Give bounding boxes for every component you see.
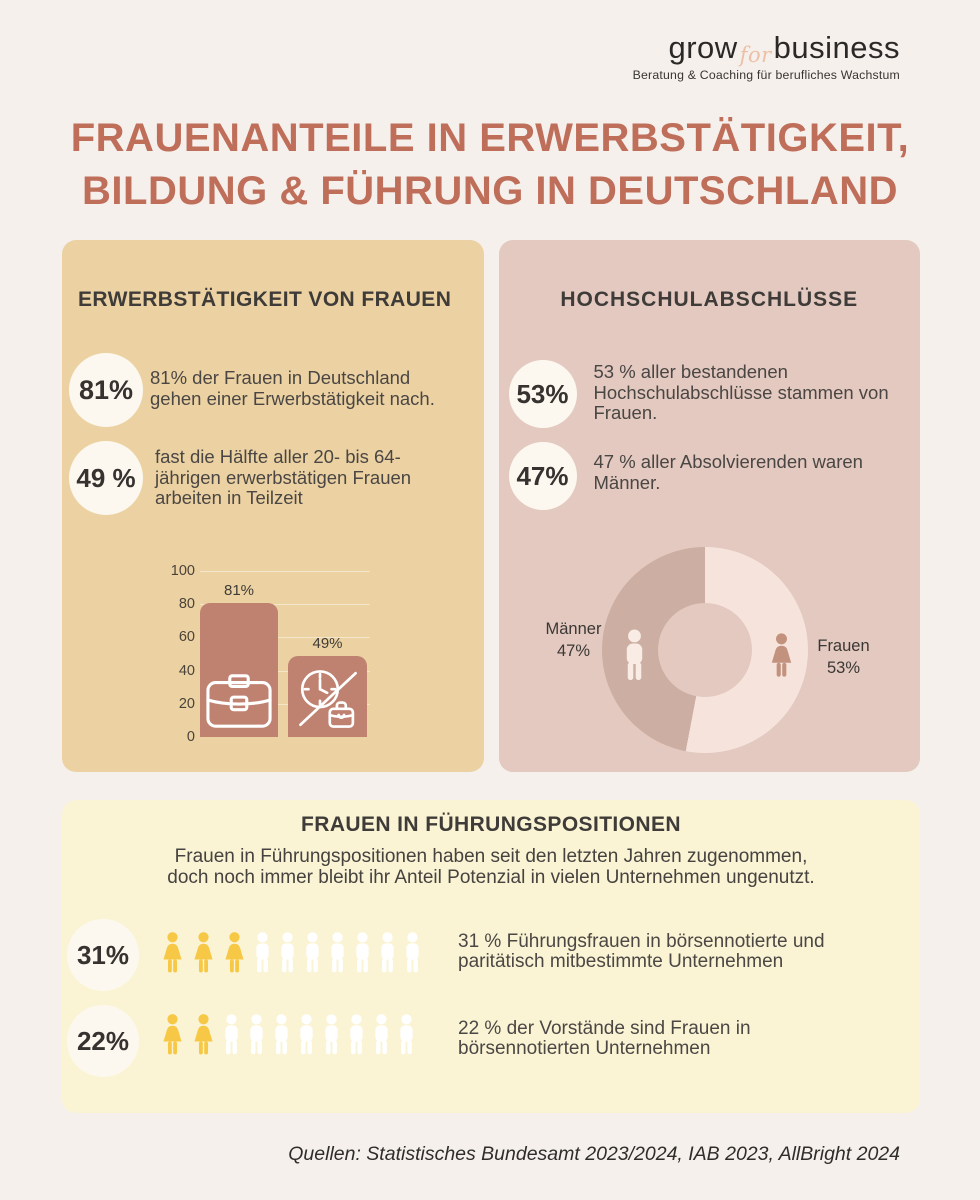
bar-group-fulltime: 81%	[200, 582, 278, 737]
employment-card-title: ERWERBSTÄTIGKEIT VON FRAUEN	[78, 288, 452, 311]
man-icon	[251, 931, 274, 981]
logo-word-grow: grow	[668, 30, 738, 65]
top-cards-row: ERWERBSTÄTIGKEIT VON FRAUEN 81% 81% der …	[62, 240, 920, 772]
ytick-20: 20	[178, 696, 195, 712]
ytick-60: 60	[178, 629, 195, 645]
donut-label-frauen-name: Frauen	[817, 637, 870, 655]
woman-icon	[158, 1013, 187, 1063]
woman-icon	[766, 626, 797, 692]
leadership-text-22: 22 % der Vorstände sind Frauen in börsen…	[458, 1018, 751, 1059]
brand-logo-text: growforbusiness	[633, 30, 900, 67]
logo-word-for: for	[739, 43, 772, 67]
sources-footer: Quellen: Statistisches Bundesamt 2023/20…	[288, 1143, 900, 1165]
donut-label-maenner-name: Männer	[545, 620, 602, 638]
pictograph-row-31	[158, 930, 424, 981]
employment-card: ERWERBSTÄTIGKEIT VON FRAUEN 81% 81% der …	[62, 240, 484, 772]
bar-value-label-81: 81%	[223, 582, 255, 599]
brand-logo: growforbusiness Beratung & Coaching für …	[633, 30, 900, 82]
education-card: HOCHSCHULABSCHLÜSSE 53% 53 % aller besta…	[498, 240, 920, 772]
employment-bar-chart: 100 80 60 40 20 0 81%	[62, 563, 482, 745]
man-icon	[351, 931, 374, 981]
ytick-80: 80	[178, 596, 195, 612]
bar-parttime	[288, 656, 367, 737]
stat-badge-47: 47%	[508, 442, 577, 510]
gridline-40	[200, 671, 370, 672]
donut-label-frauen: Frauen 53%	[799, 635, 889, 679]
man-icon	[395, 1013, 418, 1063]
gridline-100	[200, 571, 370, 572]
leadership-card-title: FRAUEN IN FÜHRUNGSPOSITIONEN	[301, 813, 681, 836]
man-icon	[276, 931, 299, 981]
brand-tagline: Beratung & Coaching für berufliches Wach…	[632, 68, 900, 82]
man-icon	[326, 931, 349, 981]
education-card-title: HOCHSCHULABSCHLÜSSE	[560, 288, 859, 311]
man-icon	[345, 1013, 368, 1063]
donut-label-frauen-value: 53%	[826, 659, 861, 677]
woman-icon	[189, 931, 218, 981]
leadership-intro: Frauen in Führungspositionen haben seit …	[62, 846, 920, 888]
gridline-20	[200, 704, 370, 705]
man-icon	[370, 1013, 393, 1063]
stat-badge-31: 31%	[67, 919, 139, 991]
woman-icon	[220, 931, 249, 981]
man-icon	[320, 1013, 343, 1063]
stat-text-53: 53 % aller bestandenen Hochschulabschlüs…	[593, 361, 889, 423]
man-icon	[295, 1013, 318, 1063]
stat-text-47: 47 % aller Absolvierenden waren Männer.	[593, 451, 863, 493]
page-title-line1: FRAUENANTEILE IN ERWERBSTÄTIGKEIT,	[70, 116, 910, 160]
leadership-text-31: 31 % Führungsfrauen in börsennotierte un…	[458, 931, 825, 972]
donut-label-maenner: Männer 47%	[524, 618, 624, 662]
man-icon	[620, 628, 649, 691]
woman-icon	[158, 931, 187, 981]
logo-word-business: business	[773, 30, 900, 65]
man-icon	[301, 931, 324, 981]
ytick-40: 40	[178, 663, 195, 679]
stat-badge-53: 53%	[508, 360, 577, 428]
bar-value-label-49: 49%	[312, 635, 343, 652]
woman-icon	[189, 1013, 218, 1063]
man-icon	[245, 1013, 268, 1063]
stat-badge-81: 81%	[69, 353, 143, 427]
stat-badge-49: 49 %	[69, 441, 143, 515]
donut-label-maenner-value: 47%	[556, 642, 591, 660]
ytick-100: 100	[170, 563, 195, 579]
man-icon	[270, 1013, 293, 1063]
bar-fulltime	[200, 603, 278, 737]
man-icon	[220, 1013, 243, 1063]
page-title: FRAUENANTEILE IN ERWERBSTÄTIGKEIT, BILDU…	[0, 112, 980, 218]
ytick-0: 0	[186, 729, 195, 745]
gridline-80	[200, 604, 370, 605]
leadership-card: FRAUEN IN FÜHRUNGSPOSITIONEN Frauen in F…	[62, 800, 920, 1113]
bar-group-parttime: 49%	[288, 635, 367, 737]
stat-text-81: 81% der Frauen in Deutschland gehen eine…	[150, 367, 435, 409]
parttime-clock-briefcase-icon	[298, 670, 357, 728]
leadership-intro-line2: doch noch immer bleibt ihr Anteil Potenz…	[167, 866, 815, 888]
stat-badge-22: 22%	[67, 1005, 139, 1077]
leadership-intro-line1: Frauen in Führungspositionen haben seit …	[174, 846, 808, 867]
pictograph-row-22	[158, 1014, 418, 1063]
gridline-60	[200, 637, 370, 638]
man-icon	[401, 931, 424, 981]
man-icon	[376, 931, 399, 981]
page-title-line2: BILDUNG & FÜHRUNG IN DEUTSCHLAND	[82, 169, 898, 213]
briefcase-icon	[206, 674, 272, 728]
donut-hole	[657, 603, 752, 697]
stat-text-49: fast die Hälfte aller 20- bis 64- jährig…	[155, 446, 412, 508]
